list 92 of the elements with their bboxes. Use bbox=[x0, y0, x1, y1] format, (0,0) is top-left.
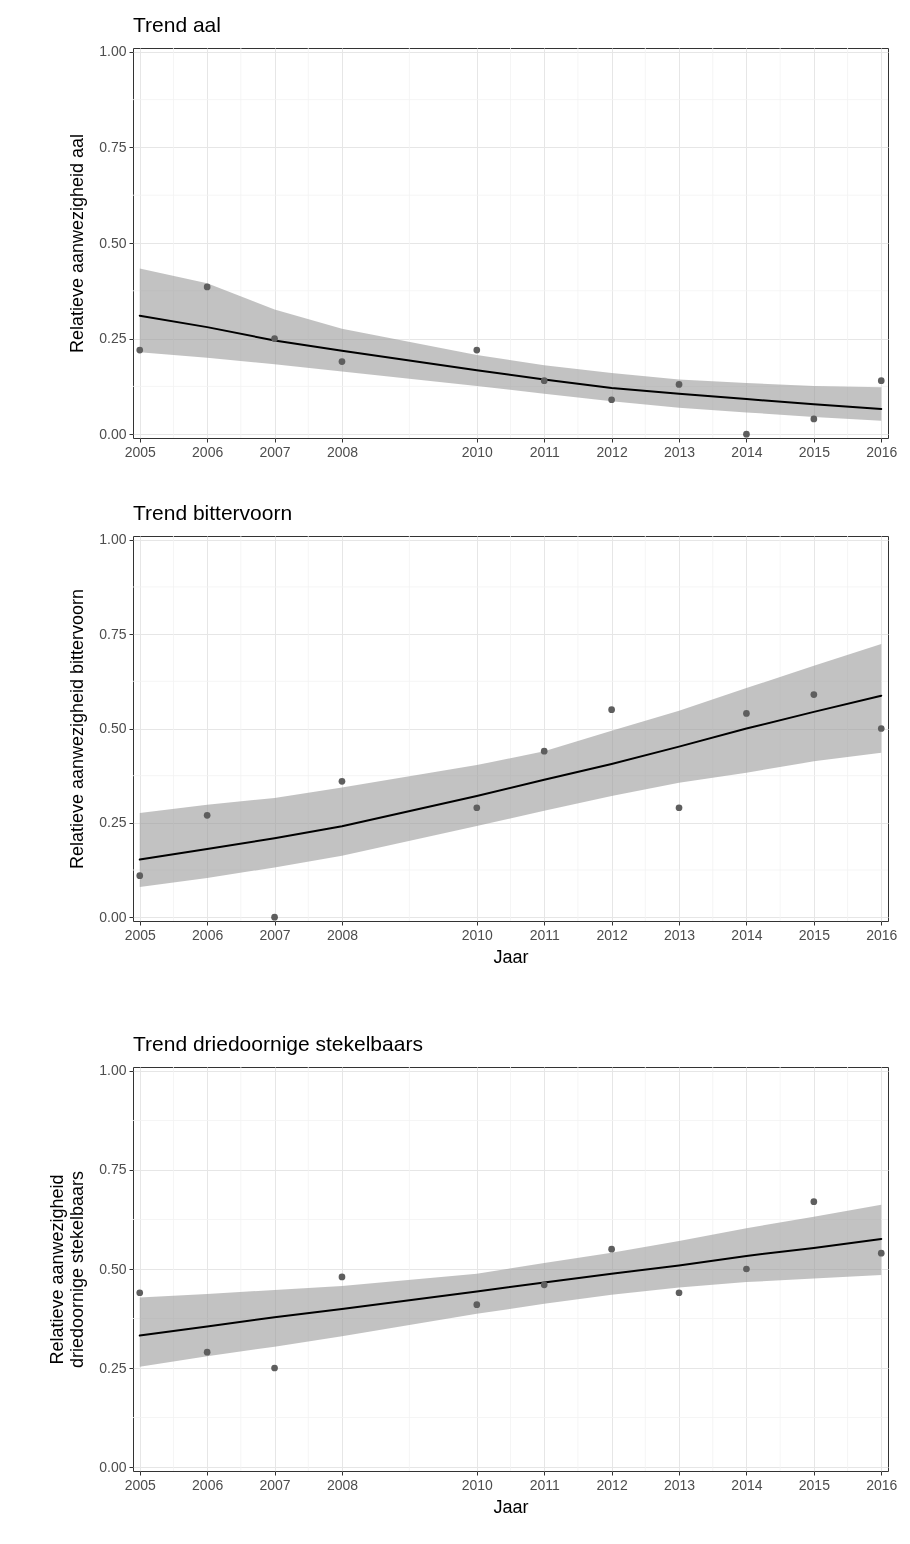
point bbox=[540, 377, 548, 384]
point bbox=[136, 872, 144, 880]
x-tick-label: 2013 bbox=[663, 443, 696, 460]
point bbox=[473, 346, 481, 354]
point bbox=[608, 706, 615, 713]
x-tick-label: 2008 bbox=[326, 926, 359, 943]
y-tick-label: 0.00 bbox=[99, 1458, 127, 1475]
x-tick-label: 2016 bbox=[866, 443, 898, 460]
point bbox=[675, 804, 683, 812]
point bbox=[743, 430, 750, 438]
y-tick-label: 0.25 bbox=[99, 330, 127, 347]
point bbox=[743, 710, 750, 717]
x-tick-label: 2005 bbox=[124, 443, 157, 460]
point bbox=[271, 1364, 278, 1372]
line-series bbox=[138, 694, 883, 861]
point bbox=[608, 1245, 615, 1253]
x-tick-label: 2016 bbox=[866, 1476, 898, 1493]
point bbox=[338, 778, 346, 785]
y-axis-title: Relatieve aanwezigheid bittervoorn bbox=[67, 588, 88, 870]
y-tick-label: 0.50 bbox=[99, 1260, 127, 1277]
point bbox=[473, 1301, 481, 1308]
point bbox=[203, 811, 211, 819]
y-tick-label: 0.50 bbox=[99, 720, 127, 736]
x-tick-label: 2012 bbox=[596, 926, 628, 943]
x-axis-title: Jaar bbox=[493, 1496, 529, 1517]
y-tick-label: 0.75 bbox=[99, 1161, 127, 1178]
x-axis-title: Jaar bbox=[493, 946, 529, 967]
chart-title: Trend aal bbox=[133, 12, 221, 36]
point bbox=[203, 283, 211, 291]
x-tick-label: 2005 bbox=[124, 926, 157, 943]
y-tick-label: 0.75 bbox=[99, 138, 127, 155]
x-tick-label: 2011 bbox=[529, 926, 560, 943]
x-tick-label: 2008 bbox=[326, 443, 359, 460]
x-tick-label: 2014 bbox=[731, 926, 763, 943]
x-tick-label: 2011 bbox=[529, 443, 560, 460]
x-tick-label: 2012 bbox=[596, 1476, 628, 1493]
point bbox=[877, 1249, 885, 1257]
x-tick-label: 2012 bbox=[596, 443, 628, 460]
point bbox=[877, 377, 885, 384]
x-tick-label: 2010 bbox=[461, 926, 494, 943]
point bbox=[540, 1281, 548, 1289]
point bbox=[203, 1348, 211, 1356]
x-tick-label: 2015 bbox=[798, 1476, 831, 1493]
x-tick-label: 2010 bbox=[461, 1476, 494, 1493]
x-tick-label: 2015 bbox=[798, 443, 831, 460]
x-tick-label: 2011 bbox=[529, 1476, 560, 1493]
y-tick-label: 0.25 bbox=[99, 814, 127, 831]
x-tick-label: 2007 bbox=[259, 1476, 291, 1493]
y-tick-label: 0.25 bbox=[99, 1359, 127, 1376]
x-tick-label: 2010 bbox=[461, 443, 494, 460]
x-tick-label: 2008 bbox=[326, 1476, 359, 1493]
point bbox=[810, 1198, 818, 1206]
point bbox=[810, 691, 818, 698]
x-tick-label: 2005 bbox=[124, 1476, 157, 1493]
point bbox=[877, 725, 885, 732]
point bbox=[743, 1265, 750, 1273]
point bbox=[271, 335, 278, 342]
point bbox=[810, 415, 818, 423]
y-tick-label: 0.00 bbox=[99, 425, 127, 442]
point bbox=[675, 1289, 683, 1297]
y-tick-label: 1.00 bbox=[99, 531, 127, 548]
x-tick-label: 2007 bbox=[259, 443, 291, 460]
y-tick-label: 1.00 bbox=[99, 43, 127, 60]
y-axis-title: Relatieve aanwezigheid aal bbox=[67, 133, 88, 354]
x-tick-label: 2014 bbox=[731, 1476, 763, 1493]
y-tick-label: 0.00 bbox=[99, 908, 127, 925]
point bbox=[608, 396, 615, 404]
x-tick-label: 2006 bbox=[192, 926, 224, 943]
x-tick-label: 2015 bbox=[798, 926, 831, 943]
x-tick-label: 2013 bbox=[663, 1476, 696, 1493]
point bbox=[338, 1273, 346, 1281]
line-series bbox=[138, 1237, 883, 1337]
x-tick-label: 2006 bbox=[192, 1476, 224, 1493]
chart-title: Trend driedoornige stekelbaars bbox=[133, 1031, 423, 1055]
y-tick-label: 0.50 bbox=[99, 234, 127, 251]
point bbox=[675, 381, 683, 388]
y-tick-label: 0.75 bbox=[99, 625, 127, 642]
x-tick-label: 2013 bbox=[663, 926, 696, 943]
line-series bbox=[138, 314, 883, 410]
y-axis-title: Relatieve aanwezigheid driedoornige stekelbaars bbox=[47, 1170, 88, 1369]
point bbox=[136, 346, 144, 354]
x-tick-label: 2006 bbox=[192, 443, 224, 460]
point bbox=[338, 358, 346, 365]
y-tick-label: 1.00 bbox=[99, 1062, 127, 1079]
x-tick-label: 2007 bbox=[259, 926, 291, 943]
point bbox=[473, 804, 481, 812]
point bbox=[271, 913, 278, 921]
point bbox=[540, 747, 548, 755]
x-tick-label: 2016 bbox=[866, 926, 898, 943]
x-tick-label: 2014 bbox=[731, 443, 763, 460]
point bbox=[136, 1289, 144, 1297]
chart-title: Trend bittervoorn bbox=[133, 500, 293, 524]
